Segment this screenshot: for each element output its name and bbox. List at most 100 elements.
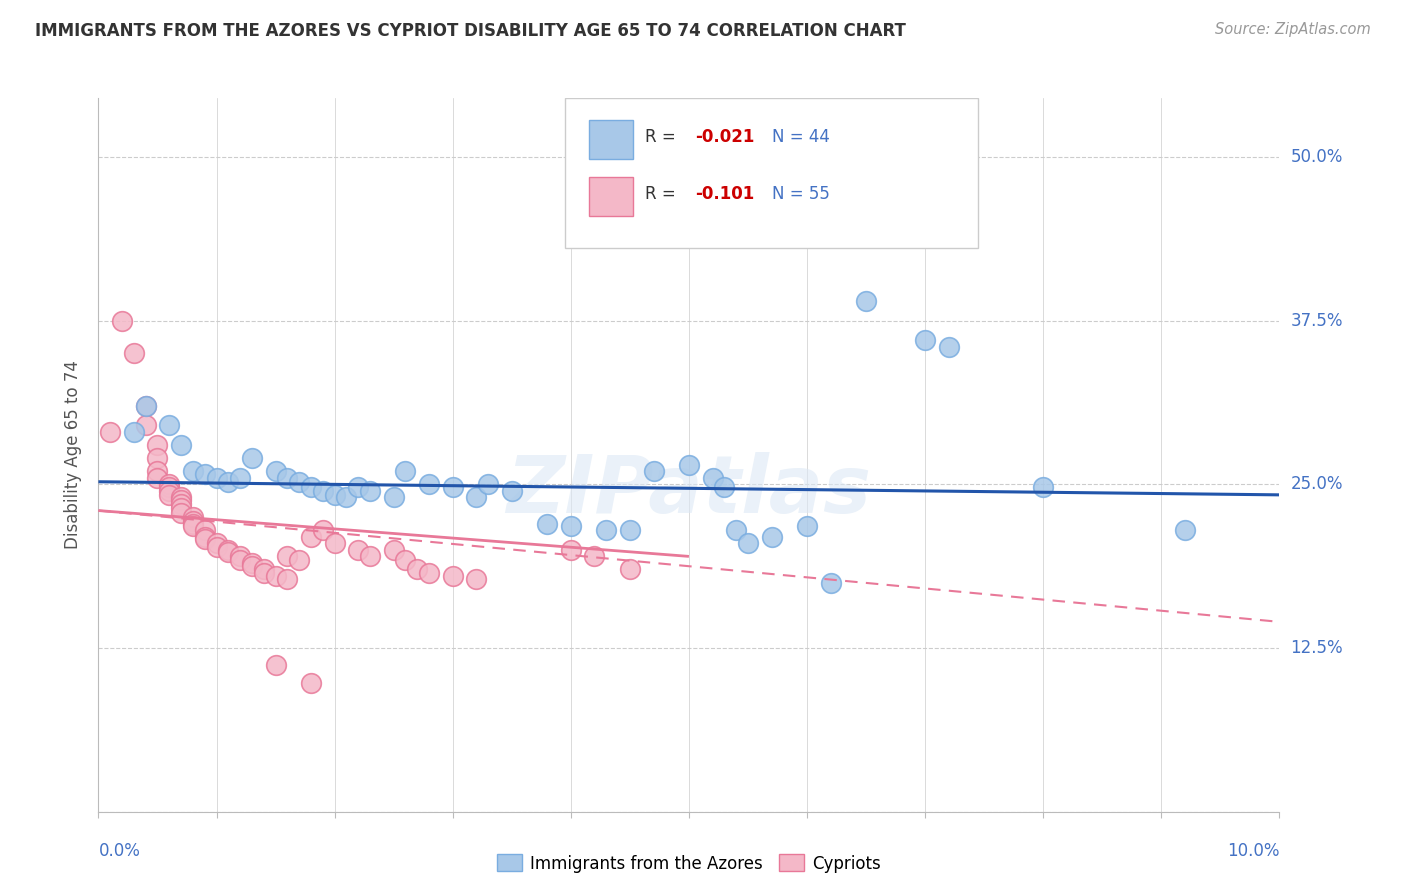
Point — [146, 464, 169, 478]
Point — [299, 676, 322, 690]
Text: R =: R = — [645, 186, 682, 203]
Point — [146, 438, 169, 452]
Point — [253, 566, 276, 581]
Point — [441, 480, 464, 494]
Point — [111, 314, 134, 328]
Point — [157, 483, 180, 498]
Point — [619, 562, 641, 576]
Text: IMMIGRANTS FROM THE AZORES VS CYPRIOT DISABILITY AGE 65 TO 74 CORRELATION CHART: IMMIGRANTS FROM THE AZORES VS CYPRIOT DI… — [35, 22, 905, 40]
Y-axis label: Disability Age 65 to 74: Disability Age 65 to 74 — [65, 360, 83, 549]
Text: -0.021: -0.021 — [695, 128, 754, 146]
Point — [914, 334, 936, 348]
Point — [1032, 480, 1054, 494]
Point — [761, 530, 783, 544]
Point — [335, 491, 357, 505]
Point — [560, 519, 582, 533]
Point — [229, 471, 252, 485]
Point — [595, 523, 617, 537]
Point — [157, 477, 180, 491]
Point — [1174, 523, 1197, 537]
Point — [394, 553, 416, 567]
Point — [194, 530, 217, 544]
Point — [217, 545, 239, 559]
Text: N = 44: N = 44 — [772, 128, 830, 146]
Point — [240, 556, 263, 570]
Text: N = 55: N = 55 — [772, 186, 830, 203]
Point — [205, 536, 228, 550]
Text: -0.101: -0.101 — [695, 186, 754, 203]
Point — [194, 523, 217, 537]
Point — [347, 480, 370, 494]
Point — [181, 516, 204, 531]
Point — [347, 542, 370, 557]
Point — [146, 451, 169, 466]
Point — [229, 553, 252, 567]
Point — [418, 477, 440, 491]
Point — [135, 399, 157, 413]
Point — [217, 475, 239, 489]
Point — [938, 340, 960, 354]
Point — [702, 471, 724, 485]
Point — [560, 542, 582, 557]
Point — [583, 549, 606, 564]
Point — [264, 658, 287, 673]
Text: 37.5%: 37.5% — [1291, 311, 1343, 330]
Point — [170, 500, 193, 515]
Point — [713, 480, 735, 494]
Point — [276, 471, 298, 485]
Point — [194, 533, 217, 547]
Point — [359, 549, 381, 564]
Point — [181, 519, 204, 533]
Point — [135, 418, 157, 433]
Point — [98, 425, 121, 439]
Point — [312, 483, 335, 498]
Point — [157, 480, 180, 494]
Point — [465, 491, 488, 505]
Point — [299, 480, 322, 494]
Point — [796, 519, 818, 533]
Point — [122, 425, 145, 439]
Point — [181, 514, 204, 528]
Point — [170, 497, 193, 511]
Point — [205, 540, 228, 554]
Legend: Immigrants from the Azores, Cypriots: Immigrants from the Azores, Cypriots — [489, 847, 889, 880]
Text: 50.0%: 50.0% — [1291, 148, 1343, 166]
Point — [418, 566, 440, 581]
FancyBboxPatch shape — [589, 177, 634, 216]
Point — [299, 530, 322, 544]
Point — [288, 475, 311, 489]
Point — [146, 471, 169, 485]
Point — [229, 549, 252, 564]
Point — [276, 549, 298, 564]
Text: Source: ZipAtlas.com: Source: ZipAtlas.com — [1215, 22, 1371, 37]
Point — [122, 346, 145, 360]
Point — [170, 493, 193, 508]
Point — [205, 471, 228, 485]
Point — [157, 488, 180, 502]
Point — [477, 477, 499, 491]
Point — [643, 464, 665, 478]
Point — [181, 510, 204, 524]
FancyBboxPatch shape — [565, 98, 979, 248]
Point — [253, 562, 276, 576]
Point — [465, 572, 488, 586]
Point — [312, 523, 335, 537]
Point — [170, 491, 193, 505]
Point — [135, 399, 157, 413]
Point — [359, 483, 381, 498]
Point — [619, 523, 641, 537]
Point — [501, 483, 523, 498]
Point — [240, 558, 263, 573]
Point — [820, 575, 842, 590]
Text: 0.0%: 0.0% — [98, 842, 141, 860]
Point — [170, 438, 193, 452]
Point — [264, 464, 287, 478]
Point — [170, 506, 193, 520]
Text: ZIPatlas: ZIPatlas — [506, 451, 872, 530]
Point — [536, 516, 558, 531]
Text: 25.0%: 25.0% — [1291, 475, 1343, 493]
Point — [194, 467, 217, 481]
Point — [678, 458, 700, 472]
Point — [217, 542, 239, 557]
Text: R =: R = — [645, 128, 682, 146]
